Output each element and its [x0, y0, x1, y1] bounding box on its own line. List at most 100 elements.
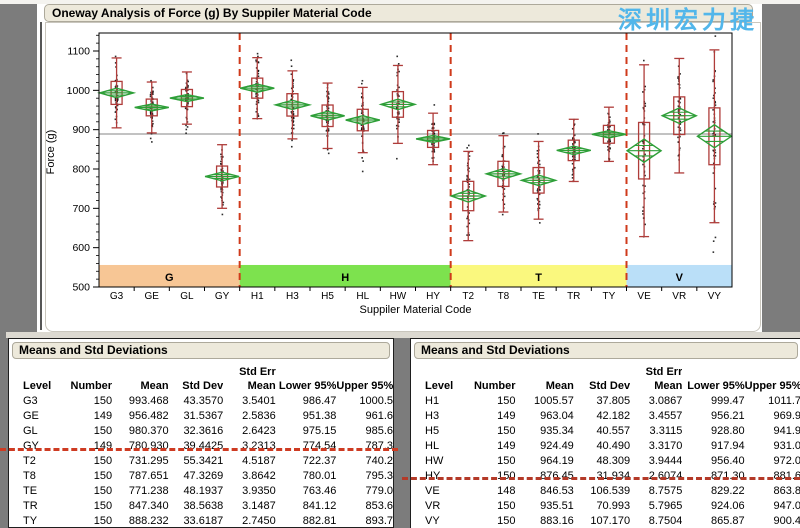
table-cell: 846.53	[540, 484, 574, 497]
table-cell: 149	[93, 409, 113, 422]
table-cell: 150	[497, 454, 516, 467]
table-row[interactable]: HW 150 964.19 48.309 3.9444 956.40 972.0	[411, 453, 800, 468]
col-header-top	[336, 365, 393, 379]
table-cell: TE	[23, 484, 38, 497]
col-header-top	[459, 365, 515, 379]
table-cell: 871.30	[711, 469, 745, 482]
mean-diamond-H3	[272, 99, 313, 111]
mean-diamond-G3	[96, 87, 137, 99]
table-row[interactable]: VY 150 883.16 107.170 8.7504 865.87 900.4	[411, 513, 800, 528]
table-row[interactable]: H3 149 963.04 42.182 3.4557 956.21 969.9	[411, 408, 800, 423]
svg-text:VY: VY	[708, 291, 722, 302]
table-cell: 107.170	[590, 514, 631, 527]
annotation-dashed-line-left[interactable]	[0, 448, 398, 451]
table-cell: 956.40	[711, 454, 745, 467]
table-cell: 779.0	[365, 484, 393, 497]
col-header-top	[745, 365, 800, 379]
table-cell: HY	[425, 469, 441, 482]
table-cell: 150	[497, 394, 516, 407]
col-header-top	[112, 365, 169, 379]
table-cell: 48.309	[596, 454, 631, 467]
table-cell: T8	[23, 469, 36, 482]
annotation-dashed-line-right[interactable]	[402, 477, 800, 480]
table-cell: 8.7504	[648, 514, 683, 527]
table-cell: 31.934	[596, 469, 631, 482]
table-cell: 3.5401	[242, 394, 276, 407]
table-cell: 900.4	[773, 514, 800, 527]
svg-text:V: V	[676, 272, 684, 284]
col-header: Level	[425, 380, 454, 392]
col-header-top: Std Err	[645, 366, 683, 378]
table-cell: 70.993	[596, 499, 631, 512]
svg-text:900: 900	[72, 124, 90, 136]
table-cell: 3.0867	[648, 394, 683, 407]
table-cell: 32.3616	[183, 424, 224, 437]
table-cell: 2.5836	[242, 409, 276, 422]
table-cell: 999.47	[711, 394, 745, 407]
table-cell: 40.557	[596, 424, 631, 437]
table-cell: 956.482	[128, 409, 169, 422]
table-row[interactable]: TE 150 771.238 48.1937 3.9350 763.46 779.0	[9, 483, 393, 498]
svg-text:1100: 1100	[67, 46, 90, 58]
svg-text:GY: GY	[215, 291, 230, 302]
table-cell: 1000.5	[359, 394, 393, 407]
table-row[interactable]: T2 150 731.295 55.3421 4.5187 722.37 740.2	[9, 453, 393, 468]
table-cell: 787.651	[128, 469, 169, 482]
table-row[interactable]: VE 148 846.53 106.539 8.7575 829.22 863.8	[411, 483, 800, 498]
table-cell: 975.15	[302, 424, 337, 437]
table-cell: 33.6187	[183, 514, 224, 527]
table-cell: 37.805	[596, 394, 631, 407]
table-row[interactable]: GL 150 980.370 32.3616 2.6423 975.15 985.6	[9, 423, 393, 438]
table-row[interactable]: H5 150 935.34 40.557 3.3115 928.80 941.9	[411, 423, 800, 438]
col-header-top	[516, 365, 574, 379]
table-row[interactable]: VR 150 935.51 70.993 5.7965 924.06 947.0	[411, 498, 800, 513]
table-cell: 935.34	[540, 424, 574, 437]
mean-diamond-GE	[134, 103, 169, 112]
table-row[interactable]: TR 150 847.340 38.5638 3.1487 841.12 853.6	[9, 498, 393, 513]
table-cell: 150	[497, 514, 516, 527]
table-row[interactable]: TY 150 888.232 33.6187 2.7450 882.81 893.7	[9, 513, 393, 528]
col-header: Mean	[654, 380, 683, 392]
table-cell: 150	[497, 499, 516, 512]
means-std-outline-title-right[interactable]: Means and Std Deviations	[414, 342, 798, 359]
table-row[interactable]: H1 150 1005.57 37.805 3.0867 999.47 1011.7	[411, 393, 800, 408]
table-row[interactable]: G3 150 993.468 43.3570 3.5401 986.47 1000.5	[9, 393, 393, 408]
table-cell: 2.6074	[648, 469, 683, 482]
table-cell: 150	[497, 469, 516, 482]
col-header: Upper 95%	[336, 380, 393, 392]
oneway-plot[interactable]: G H T V 500 600 700 800 900 1000 1100 G3 GE GL GY H1 H3 H…	[45, 22, 761, 332]
oneway-outline-title[interactable]: Oneway Analysis of Force (g) By Suppiler…	[44, 4, 753, 22]
col-header: Mean	[545, 380, 574, 392]
table-cell: 3.1487	[242, 499, 276, 512]
table-cell: 780.01	[302, 469, 337, 482]
mean-diamond-H1	[240, 83, 275, 93]
table-row[interactable]: GE 149 956.482 31.5367 2.5836 951.38 961.6	[9, 408, 393, 423]
table-cell: 148	[497, 484, 516, 497]
svg-text:HY: HY	[426, 291, 440, 302]
table-cell: 3.4557	[648, 409, 683, 422]
table-cell: 1005.57	[534, 394, 574, 407]
col-header-top	[9, 365, 58, 379]
table-cell: 980.370	[128, 424, 169, 437]
table-cell: 43.3570	[183, 394, 224, 407]
means-std-outline-title-left[interactable]: Means and Std Deviations	[12, 342, 390, 359]
table-cell: 917.94	[711, 439, 745, 452]
svg-text:HL: HL	[356, 291, 369, 302]
table-row[interactable]: HL 149 924.49 40.490 3.3170 917.94 931.0	[411, 438, 800, 453]
table-row[interactable]: HY 150 876.45 31.934 2.6074 871.30 881.6	[411, 468, 800, 483]
mean-diamond-H5	[310, 110, 345, 121]
table-row[interactable]: T8 150 787.651 47.3269 3.8642 780.01 795.3	[9, 468, 393, 483]
table-cell: H1	[425, 394, 440, 407]
table-cell: 931.0	[773, 439, 800, 452]
svg-text:H5: H5	[321, 291, 334, 302]
table-cell: 1011.7	[768, 394, 800, 407]
table-cell: 3.8642	[242, 469, 276, 482]
col-header: Std Dev	[182, 380, 224, 392]
table-cell: 150	[93, 514, 113, 527]
col-header: Lower 95%	[278, 380, 337, 392]
table-cell: 969.9	[773, 409, 800, 422]
means-std-table-right-panel: Means and Std Deviations Std Err Level Num…	[410, 338, 800, 528]
svg-text:TR: TR	[567, 291, 580, 302]
